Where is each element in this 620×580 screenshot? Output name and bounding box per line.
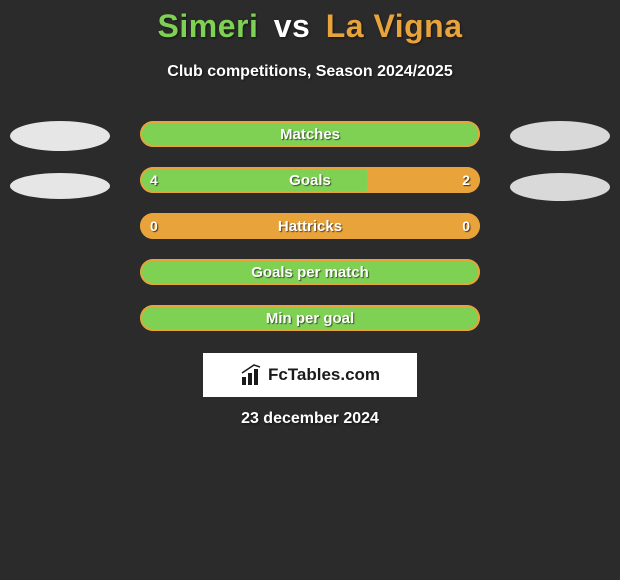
stat-fill-p2 (140, 213, 480, 239)
stat-row: Goals per match (140, 259, 480, 285)
stat-row: 00Hattricks (140, 213, 480, 239)
chart-area: Matches 42Goals 00Hattricks Goals per match… (0, 121, 620, 361)
brand-text: FcTables.com (268, 365, 380, 385)
brand-box: FcTables.com (203, 353, 417, 397)
stat-fill-p1 (140, 121, 480, 147)
bg-ellipse (510, 173, 610, 201)
comparison-title: Simeri vs La Vigna (0, 0, 620, 45)
generation-date: 23 december 2024 (0, 410, 620, 428)
bg-ellipse (10, 173, 110, 199)
player2-name: La Vigna (326, 8, 463, 44)
stat-row: Matches (140, 121, 480, 147)
player1-name: Simeri (158, 8, 259, 44)
bg-ellipse (10, 121, 110, 151)
stat-row: Min per goal (140, 305, 480, 331)
vs-text: vs (274, 8, 311, 44)
bg-ellipse (510, 121, 610, 151)
stat-fill-p1 (140, 259, 480, 285)
stat-fill-p1 (140, 305, 480, 331)
stat-row: 42Goals (140, 167, 480, 193)
subtitle: Club competitions, Season 2024/2025 (0, 63, 620, 81)
bar-chart-icon (240, 363, 264, 387)
stat-fill-p1 (140, 167, 367, 193)
stat-fill-p2 (367, 167, 480, 193)
